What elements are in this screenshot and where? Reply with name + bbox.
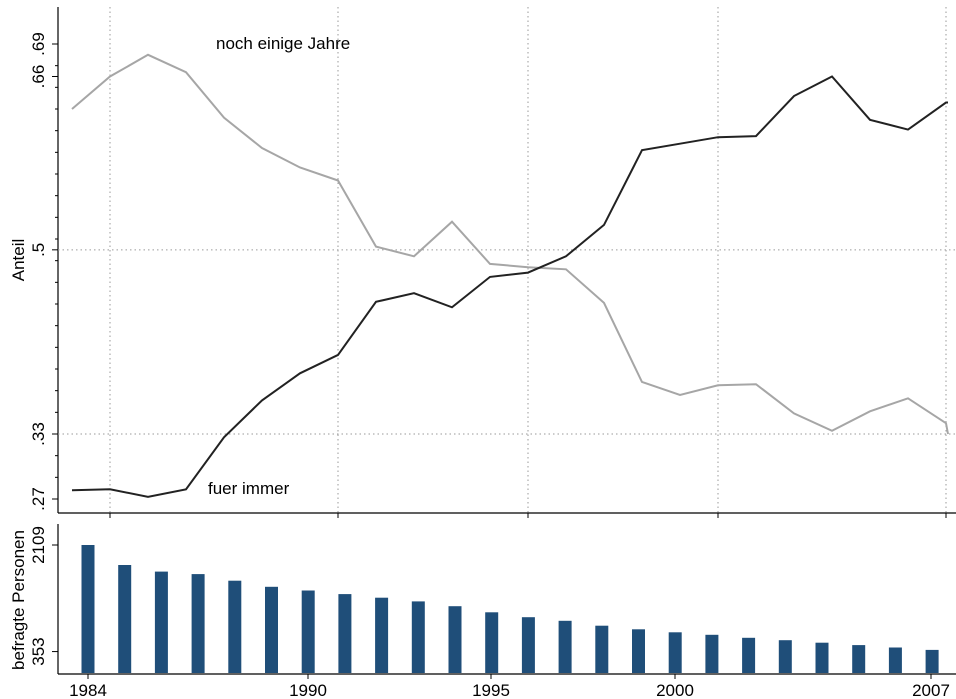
bar-2002 (742, 637, 756, 673)
bar-1988 (228, 580, 242, 673)
bar-1992 (375, 597, 389, 673)
bar-1997 (558, 620, 572, 673)
bar-1999 (632, 629, 645, 673)
bar-x-tick-label: 1990 (289, 681, 327, 699)
bar-y-axis-label: befragte Personen (9, 530, 28, 670)
bar-1989 (265, 586, 278, 673)
bar-2007 (925, 649, 939, 673)
bar-2006 (888, 647, 902, 673)
line-panel: .27 .33 .5 .66 .69 Anteil noch einige Jahre fue… (9, 7, 956, 518)
line-y-axis-label: Anteil (9, 239, 28, 282)
bar-1995 (485, 612, 499, 673)
bar-2005 (852, 645, 866, 673)
series-line-noch-einige-jahre (71, 53, 949, 435)
bar-1991 (338, 594, 352, 673)
line-y-tick-label: .69 (29, 32, 48, 56)
bar-1986 (154, 571, 168, 673)
line-y-tick-label: .27 (29, 487, 48, 511)
bar-y-tick-label: 353 (29, 637, 48, 665)
series-label-fuer-immer: fuer immer (208, 479, 290, 498)
bar-1990 (301, 590, 315, 673)
line-y-tick-label: .66 (29, 65, 48, 89)
line-y-tick-label: .5 (29, 243, 48, 257)
bar-x-tick-label: 2007 (912, 681, 950, 699)
bar-2001 (705, 634, 719, 673)
bar-1984 (81, 545, 95, 673)
bar-2000 (668, 632, 682, 673)
bar-y-tick-label: 2109 (29, 526, 48, 564)
bar-1996 (521, 617, 535, 673)
bar-2003 (778, 640, 792, 673)
bar-x-tick-label: 2000 (656, 681, 694, 699)
bar-1985 (118, 565, 132, 673)
bar-2004 (815, 642, 829, 673)
bar-1987 (191, 574, 205, 673)
line-y-tick-label: .33 (29, 422, 48, 446)
bar-1993 (411, 601, 425, 673)
bar-1998 (595, 625, 609, 673)
bar-1994 (448, 606, 462, 673)
series-label-noch-einige-jahre: noch einige Jahre (216, 34, 350, 53)
bar-x-tick-label: 1995 (472, 681, 510, 699)
series-line-fuer-immer (71, 75, 948, 498)
bar-x-tick-label: 1984 (69, 681, 107, 699)
